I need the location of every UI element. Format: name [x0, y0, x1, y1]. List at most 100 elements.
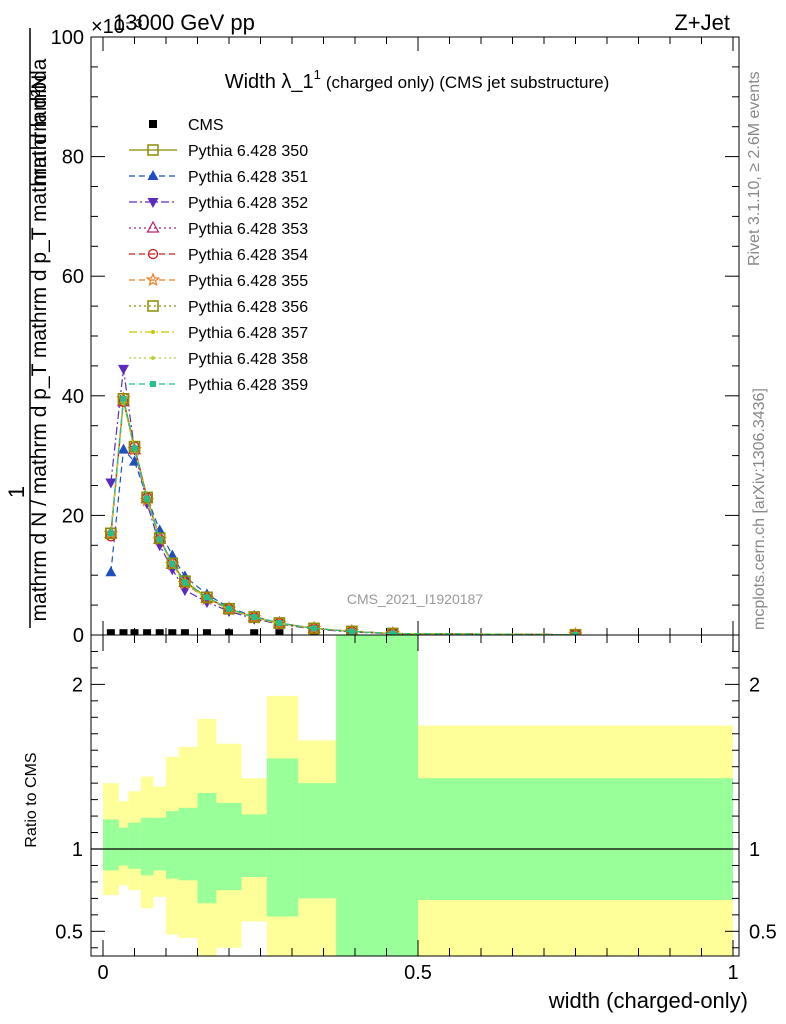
- legend-marker: [147, 248, 159, 260]
- legend-marker: [147, 198, 159, 208]
- series-pythia-6-428-358: [108, 398, 578, 635]
- ratio-panel: 0.5 0.5 1 1 2 2 0 0.5 1 Ratio to CMS width (char…: [23, 634, 777, 1013]
- ratio-bands: [91, 635, 739, 956]
- data-point: [572, 631, 579, 635]
- data-point: [389, 630, 396, 635]
- main-y-label: 1 mathrm d²N mathrm d N / mathrm d p_T m…: [4, 28, 51, 628]
- legend-entry: Pythia 6.428 357: [129, 325, 308, 342]
- x-axis-label: width (charged-only): [548, 988, 748, 1013]
- data-point: [117, 443, 129, 454]
- ylabel-one: 1: [4, 486, 29, 498]
- ratio-inner-band: [128, 822, 141, 869]
- main-y-tick-label: 0: [73, 625, 84, 647]
- data-point: [107, 530, 114, 537]
- legend-entry: Pythia 6.428 356: [129, 299, 308, 316]
- mcplots-label: mcplots.cern.ch [arXiv:1306.3436]: [751, 388, 768, 630]
- series-line: [110, 398, 576, 635]
- data-point: [169, 560, 176, 567]
- ylabel-numerator: mathrm d²N: [28, 75, 51, 186]
- x-tick-label: 0: [97, 962, 108, 984]
- header-exponent: ×10⁻³: [91, 16, 142, 38]
- data-point: [166, 557, 179, 569]
- ratio-y-tick-label: 1: [72, 839, 83, 861]
- ratio-inner-band: [373, 635, 418, 956]
- series-pythia-6-428-355: [103, 391, 583, 635]
- main-y-tick-label: 100: [51, 27, 84, 49]
- legend-marker: [145, 272, 161, 287]
- data-point: [141, 491, 153, 504]
- series-line: [110, 401, 576, 635]
- data-point: [119, 629, 128, 635]
- series-line: [110, 398, 576, 635]
- legend-label: Pythia 6.428 357: [188, 325, 308, 342]
- legend-entry: Pythia 6.428 354: [129, 247, 308, 264]
- data-point: [105, 478, 117, 489]
- data-point: [153, 532, 166, 544]
- legend-marker: [147, 300, 159, 312]
- x-tick-label: 0.5: [404, 962, 432, 984]
- series-line: [110, 398, 576, 635]
- legend-entry: CMS: [149, 117, 224, 134]
- data-point: [251, 614, 258, 621]
- data-point: [179, 586, 191, 597]
- legend-label: Pythia 6.428 351: [188, 169, 308, 186]
- plot-title: Width λ_11 (charged only) (CMS jet substr…: [225, 67, 610, 93]
- ratio-plot-frame: [90, 634, 740, 957]
- legend-entry: Pythia 6.428 358: [129, 351, 308, 368]
- legend-entry: Pythia 6.428 353: [129, 220, 308, 238]
- plot-title-sup: 1: [314, 67, 321, 82]
- ratio-y-tick-label-right: 0.5: [749, 921, 777, 943]
- data-point: [226, 605, 232, 612]
- data-point: [181, 579, 188, 586]
- series-pythia-6-428-352: [105, 364, 581, 635]
- legend-marker: [150, 381, 156, 387]
- plot-title-main: Width λ_1: [225, 71, 314, 93]
- ratio-inner-band: [266, 758, 299, 917]
- ratio-inner-band: [241, 814, 267, 877]
- legend-marker: [149, 120, 157, 128]
- x-tick-label: 1: [727, 962, 738, 984]
- legend-label: Pythia 6.428 352: [188, 195, 308, 212]
- ratio-axes: 0.5 0.5 1 1 2 2 0 0.5 1: [55, 635, 777, 984]
- header-energy: 13000 GeV pp: [113, 10, 255, 35]
- data-point: [348, 628, 355, 635]
- data-point: [275, 629, 284, 635]
- series-pythia-6-428-351: [105, 443, 579, 635]
- legend-entry: Pythia 6.428 352: [129, 195, 308, 212]
- legend-label: Pythia 6.428 353: [188, 221, 308, 238]
- series-pythia-6-428-350: [105, 393, 582, 635]
- main-y-tick-label: 60: [62, 266, 84, 288]
- data-point: [225, 629, 233, 635]
- ratio-inner-band: [418, 778, 733, 901]
- main-series-group: [103, 364, 583, 635]
- ratio-inner-band: [197, 793, 217, 904]
- series-line: [110, 368, 576, 635]
- plot-title-rest: (charged only) (CMS jet substructure): [326, 73, 609, 92]
- data-point: [131, 445, 138, 452]
- legend-entry: Pythia 6.428 359: [129, 377, 308, 394]
- data-point: [202, 629, 211, 635]
- data-point: [250, 629, 259, 635]
- header-process: Z+Jet: [674, 10, 730, 35]
- watermark: CMS_2021_I1920187: [347, 591, 483, 607]
- series-pythia-6-428-359: [107, 395, 579, 635]
- data-point: [248, 611, 260, 623]
- rivet-label: Rivet 3.1.10, ≥ 2.6M events: [746, 71, 763, 266]
- legend-label: Pythia 6.428 354: [188, 247, 308, 264]
- main-axes: 0 20 40 60 80 100: [51, 27, 739, 647]
- legend-entry: Pythia 6.428 351: [129, 169, 308, 186]
- ratio-inner-band: [216, 802, 242, 891]
- ratio-y-label: Ratio to CMS: [23, 752, 40, 847]
- series-pythia-6-428-353: [104, 394, 580, 635]
- ratio-y-tick-label-right: 1: [749, 839, 760, 861]
- ratio-inner-band: [298, 783, 337, 899]
- ratio-inner-band: [103, 819, 119, 871]
- data-point: [276, 620, 283, 627]
- ratio-inner-band: [336, 635, 374, 956]
- legend-entry: Pythia 6.428 355: [129, 272, 308, 290]
- legend-label: Pythia 6.428 356: [188, 299, 308, 316]
- series-line: [110, 401, 576, 635]
- main-y-tick-label: 40: [62, 386, 84, 408]
- ratio-inner-band: [118, 827, 129, 866]
